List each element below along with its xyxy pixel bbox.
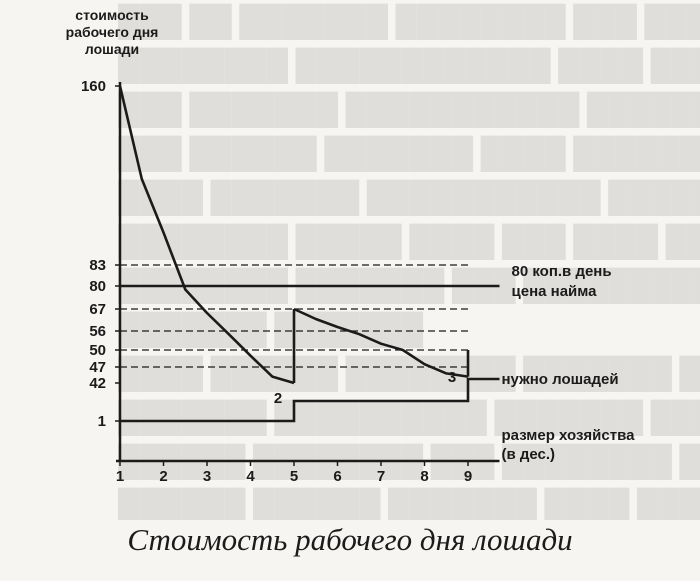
x-tick-label: 9	[464, 468, 472, 485]
bleed-through-text-background: ███ ██ ███████ ████████ ███ ███ █ ██████ …	[118, 5, 700, 520]
y-tick-label: 50	[89, 342, 106, 359]
x-tick-label: 6	[333, 468, 341, 485]
horses-needed-label: нужно лошадей	[502, 371, 619, 388]
cost-curve-segment-1	[118, 85, 295, 385]
x-tick-label: 2	[159, 468, 167, 485]
y-tick-label: 83	[89, 257, 106, 274]
x-tick-label: 8	[420, 468, 428, 485]
x-axis-title: (в дес.)	[502, 446, 556, 463]
x-tick-label: 5	[290, 468, 298, 485]
figure-caption: Стоимость рабочего дня лошади	[127, 522, 573, 557]
y-axis-title-line: лошади	[85, 41, 139, 57]
y-tick-label: 67	[89, 301, 106, 318]
horses-needed-step-line	[120, 377, 500, 423]
x-axis-title: размер хозяйства	[502, 427, 636, 444]
y-tick-label: 47	[89, 359, 106, 376]
y-tick-label: 160	[81, 78, 106, 95]
x-tick-label: 4	[246, 468, 255, 485]
x-tick-label: 7	[377, 468, 385, 485]
y-tick-label: 1	[98, 413, 106, 430]
step-label-2: 2	[274, 390, 282, 407]
price-line-label: цена найма	[512, 283, 598, 300]
price-line-label: 80 коп.в день	[512, 263, 612, 280]
x-tick-label: 1	[116, 468, 124, 485]
y-tick-label: 80	[89, 278, 106, 295]
step-label-3: 3	[448, 369, 456, 386]
x-tick-label: 3	[203, 468, 211, 485]
y-tick-label: 42	[89, 375, 106, 392]
y-axis-title-line: стоимость	[75, 7, 149, 23]
y-axis-title-line: рабочего дня	[66, 24, 159, 40]
y-tick-label: 56	[89, 323, 106, 340]
